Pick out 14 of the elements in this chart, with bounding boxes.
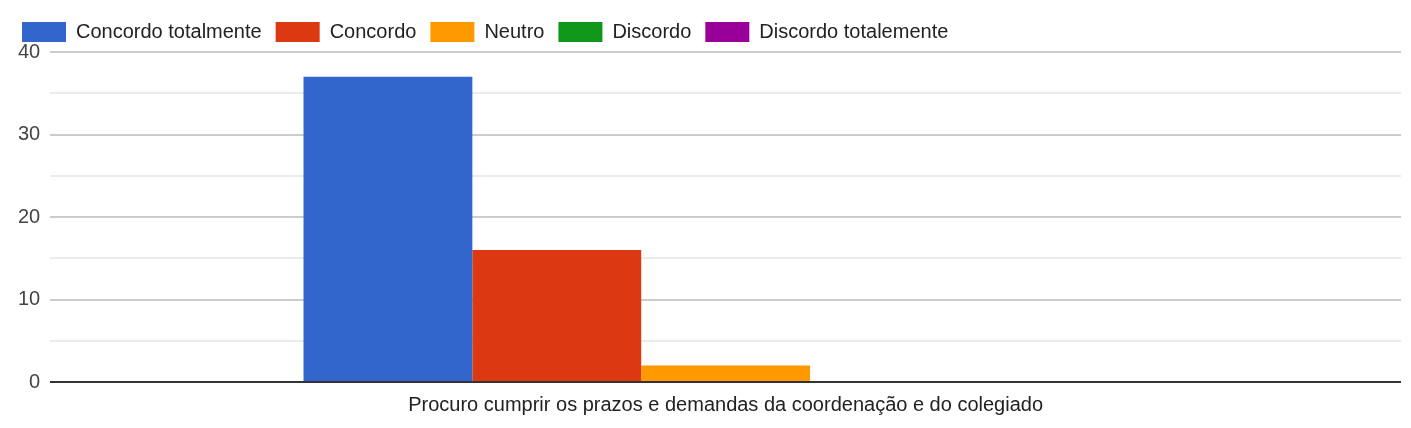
legend-label: Concordo — [329, 19, 417, 42]
legend-label: Discordo — [612, 19, 692, 42]
y-tick-label: 10 — [18, 287, 41, 310]
y-tick-label: 0 — [29, 369, 41, 392]
legend-label: Concordo totalmente — [76, 19, 262, 42]
y-tick-label: 20 — [18, 204, 41, 227]
x-tick-label: Procuro cumprir os prazos e demandas da coordenação e do colegiado — [408, 392, 1044, 415]
legend-label: Neutro — [484, 19, 545, 42]
bar — [641, 365, 811, 381]
bar — [303, 76, 473, 381]
legend-label: Discordo totalemente — [759, 19, 949, 42]
y-tick-label: 30 — [18, 122, 41, 145]
y-tick-label: 40 — [18, 39, 41, 62]
bar — [472, 250, 642, 381]
